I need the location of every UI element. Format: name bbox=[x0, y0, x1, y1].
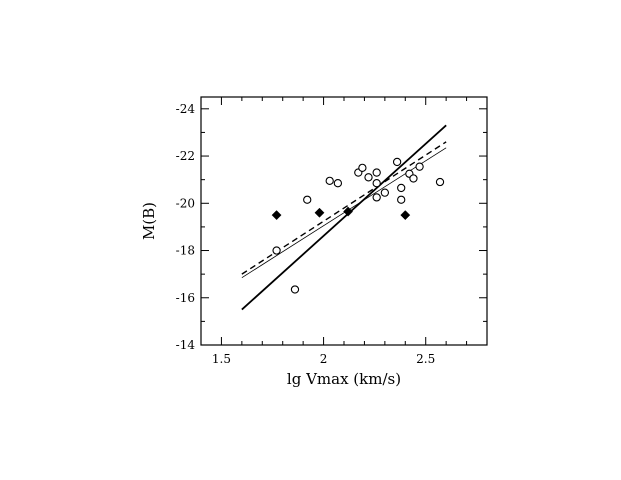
fit-line-solid-thin bbox=[241, 147, 447, 279]
data-point-open-circle bbox=[392, 157, 402, 167]
y-tick-label: -20 bbox=[176, 196, 195, 210]
data-point-open-circle bbox=[397, 195, 406, 204]
data-point-open-circle bbox=[372, 168, 381, 177]
data-point-filled-diamond bbox=[343, 206, 354, 217]
data-point-open-circle bbox=[372, 179, 381, 188]
data-point-open-circle bbox=[409, 174, 418, 183]
data-point-open-circle bbox=[397, 183, 406, 193]
y-tick-label: -18 bbox=[176, 244, 195, 258]
data-point-open-circle bbox=[364, 173, 373, 182]
x-tick-label: 2 bbox=[320, 352, 328, 366]
data-point-open-circle bbox=[380, 188, 390, 197]
data-point-filled-diamond bbox=[400, 210, 411, 221]
y-tick-label: -14 bbox=[176, 338, 196, 352]
fit-lines bbox=[241, 124, 447, 311]
data-point-open-circle bbox=[333, 179, 343, 188]
data-point-open-circle bbox=[272, 246, 281, 255]
y-tick-label: -16 bbox=[176, 291, 195, 305]
data-point-open-circle bbox=[290, 285, 300, 294]
data-point-open-circle bbox=[303, 195, 312, 204]
y-tick-label: -24 bbox=[176, 102, 196, 116]
axis-tick-labels: 1.5 2 2.5 -24 -22 -20 -18 -16 -14 bbox=[176, 102, 436, 366]
y-axis-label: M(B) bbox=[140, 202, 158, 240]
data-point-open-circle bbox=[435, 177, 445, 187]
data-point-open-circle bbox=[358, 163, 367, 173]
data-point-filled-diamond bbox=[271, 210, 282, 221]
data-point-open-circle bbox=[325, 176, 334, 185]
x-tick-label: 2.5 bbox=[416, 352, 435, 366]
fit-line-solid-thick bbox=[241, 124, 447, 311]
x-axis-label: lg Vmax (km/s) bbox=[287, 370, 401, 388]
y-tick-label: -22 bbox=[176, 149, 195, 163]
data-point-open-circle bbox=[415, 162, 424, 171]
fit-line-dashed bbox=[241, 141, 447, 275]
data-markers bbox=[271, 157, 445, 294]
axis-ticks bbox=[201, 97, 487, 346]
data-point-filled-diamond bbox=[314, 207, 325, 218]
data-point-open-circle bbox=[372, 193, 381, 202]
x-tick-label: 1.5 bbox=[212, 352, 231, 366]
